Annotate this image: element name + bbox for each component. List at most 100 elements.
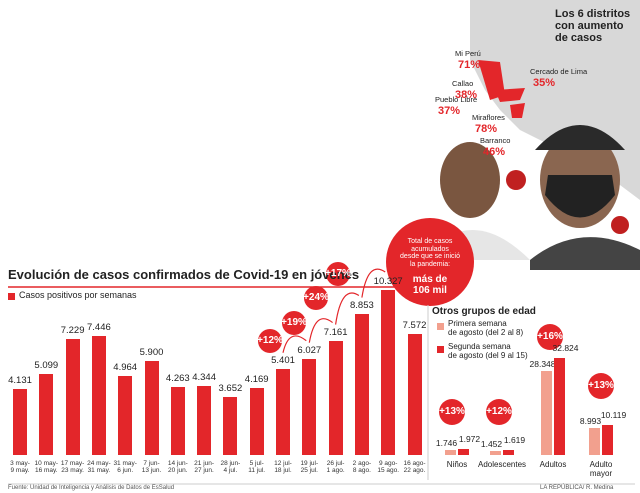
virus: [506, 170, 526, 190]
bar: [276, 368, 290, 455]
legend-label: Casos positivos por semanas: [19, 290, 137, 300]
value-label: 7.161: [323, 326, 348, 338]
value-label: 7.229: [60, 325, 85, 337]
x-tick-label: 12 jul- 18 jul.: [274, 460, 292, 475]
district-name: Pueblo Libre: [435, 95, 478, 104]
value-label: 5.401: [271, 354, 295, 366]
value-label: 4.964: [113, 361, 138, 373]
growth-arrow: [335, 292, 360, 325]
value-label: 1.452: [480, 438, 503, 449]
x-tick-label: 24 may- 31 may.: [87, 460, 111, 475]
legend-swatch: [437, 346, 444, 353]
legend-label: Primera semana de agosto (del 2 al 8): [448, 319, 524, 337]
bar: [554, 358, 565, 455]
x-tick-label: 26 jul- 1 ago.: [326, 460, 345, 475]
district-pct: 46%: [483, 146, 506, 158]
value-label: 32.824: [552, 343, 579, 353]
bar: [197, 385, 212, 455]
x-tick-label: Niños: [446, 460, 468, 469]
bar: [503, 450, 514, 455]
growth-badge: [439, 399, 465, 425]
growth-badge: [304, 286, 328, 310]
value-label: 1.619: [503, 435, 526, 446]
growth-arrow: [308, 318, 333, 343]
x-tick-label: 2 ago- 8 ago.: [352, 460, 372, 475]
growth-label: +19%: [281, 317, 307, 328]
person: [440, 142, 500, 218]
value-label: 8.853: [350, 299, 374, 311]
value-label: 1.746: [435, 437, 458, 448]
chart-title: Otros grupos de edad: [432, 306, 536, 317]
growth-badge: [588, 373, 614, 399]
value-label: 4.131: [8, 374, 32, 386]
x-tick-label: 16 ago- 22 ago.: [403, 460, 426, 475]
growth-label: +13%: [439, 406, 465, 417]
chart-title: Evolución de casos confirmados de Covid-…: [8, 267, 360, 282]
bar: [381, 290, 396, 455]
growth-badge: [326, 262, 350, 286]
legend-swatch: [8, 293, 15, 300]
callout-highlight: más de 106 mil: [412, 274, 448, 296]
growth-badge: [486, 399, 512, 425]
bar: [65, 339, 80, 455]
x-tick-label: 19 jul- 25 jul.: [300, 460, 319, 475]
value-label: 1.972: [458, 434, 481, 445]
value-label: 5.099: [34, 359, 59, 371]
district-pct: 37%: [438, 105, 461, 117]
district-name: Barranco: [480, 136, 511, 145]
map-district: [495, 88, 525, 102]
growth-arrow: [282, 335, 307, 353]
growth-badge: [282, 311, 306, 335]
source: Fuente: Unidad de Inteligencia y Análisi…: [8, 485, 175, 491]
bar: [458, 449, 469, 455]
growth-label: +24%: [303, 292, 329, 303]
x-tick-label: 3 may- 9 may.: [10, 460, 30, 475]
bar: [407, 334, 422, 455]
bar: [13, 388, 27, 455]
x-tick-label: 10 may- 16 may.: [34, 460, 59, 475]
bar: [144, 360, 159, 455]
person-shirt: [530, 237, 640, 270]
district-name: Mi Perú: [455, 49, 481, 58]
bar: [589, 428, 600, 455]
value-label: 10.119: [600, 410, 627, 421]
callout-text: Total de casos acumulados desde que se i…: [400, 238, 460, 269]
x-tick-label: Adulto mayor: [589, 460, 613, 478]
callout-circle: [386, 218, 474, 306]
value-label: 4.263: [165, 372, 190, 384]
bar: [39, 373, 54, 455]
bar: [249, 388, 264, 455]
value-label: 28.348: [529, 359, 556, 370]
value-label: 8.993: [579, 416, 602, 427]
value-label: 10.327: [373, 276, 403, 287]
credit: LA REPÚBLICA/ R. Medina: [540, 485, 614, 491]
district-name: Callao: [452, 79, 474, 88]
district-pct: 78%: [475, 123, 498, 135]
growth-label: +12%: [257, 335, 283, 346]
value-label: 7.446: [87, 322, 111, 334]
bar: [302, 358, 317, 455]
growth-label: +12%: [486, 406, 512, 417]
x-tick-label: Adolescentes: [477, 460, 527, 469]
district-name: Cercado de Lima: [530, 67, 588, 76]
value-label: 3.652: [218, 382, 243, 394]
x-tick-label: 9 ago- 15 ago.: [377, 460, 400, 475]
map-title: Los 6 distritos con aumento de casos: [555, 8, 631, 45]
district-name: Miraflores: [472, 113, 505, 122]
district-pct: 71%: [458, 59, 481, 71]
bar: [170, 386, 185, 455]
bar: [541, 371, 552, 455]
bar: [91, 336, 106, 455]
legend-swatch: [437, 323, 444, 330]
growth-badge: [537, 324, 563, 350]
value-label: 4.169: [244, 374, 269, 386]
x-tick-label: 31 may- 6 jun.: [113, 460, 137, 475]
bar: [328, 340, 343, 455]
growth-label: +17%: [325, 268, 351, 279]
cap: [535, 125, 625, 150]
virus: [611, 216, 629, 234]
x-tick-label: 17 may- 23 may.: [60, 460, 85, 475]
value-label: 6.027: [297, 344, 322, 356]
